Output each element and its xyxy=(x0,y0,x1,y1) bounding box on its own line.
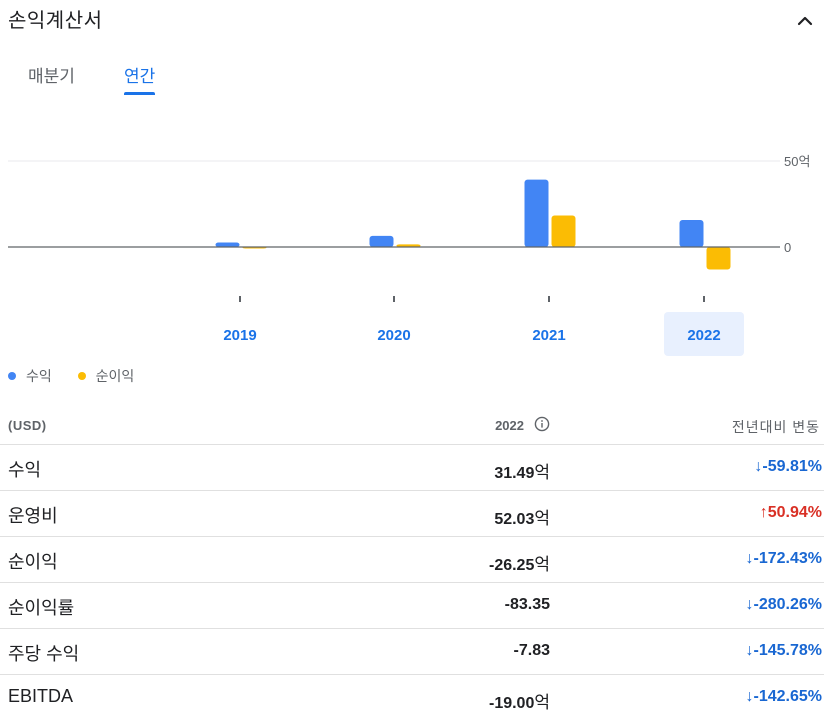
table-header: (USD) 2022 전년대비 변동 xyxy=(0,404,824,445)
row-value-number: -19.00 xyxy=(488,695,535,712)
table-row: 순이익 -26.25억 ↓-172.43% xyxy=(0,537,824,583)
table-row: EBITDA -19.00억 ↓-142.65% xyxy=(0,675,824,720)
currency-header: (USD) xyxy=(8,418,47,433)
row-change: ↓-280.26% xyxy=(746,596,823,614)
x-tick-mark xyxy=(548,296,550,302)
row-change-value: -59.81% xyxy=(762,458,822,475)
row-change-value: -145.78% xyxy=(753,642,823,659)
row-label: 순이익률 xyxy=(8,598,75,618)
info-icon xyxy=(534,416,550,432)
x-tick-label: 2021 xyxy=(532,327,565,344)
bar-net-income xyxy=(706,247,731,270)
y-tick-label: 0 xyxy=(784,240,791,255)
x-tick-label: 2019 xyxy=(223,327,256,344)
legend-dot-net-income xyxy=(77,372,86,380)
row-value-unit: 억 xyxy=(534,693,550,712)
row-change-value: -172.43% xyxy=(753,550,823,567)
row-value-number: -7.83 xyxy=(513,642,550,659)
row-label: EBITDA xyxy=(8,686,74,706)
row-change-value: 50.94% xyxy=(767,504,822,521)
tab-quarterly-label: 매분기 xyxy=(28,67,75,86)
row-change: ↓-172.43% xyxy=(746,550,823,568)
row-value-unit: 억 xyxy=(534,555,550,574)
arrow-down-icon: ↓ xyxy=(745,642,754,659)
bar-net-income xyxy=(551,215,576,247)
row-label: 운영비 xyxy=(8,506,58,526)
x-tick-label: 2020 xyxy=(377,327,410,344)
row-label: 수익 xyxy=(8,460,42,480)
tab-quarterly[interactable]: 매분기 xyxy=(28,62,75,95)
chart-legend: 수익 순이익 xyxy=(8,366,156,386)
arrow-down-icon: ↓ xyxy=(745,596,754,613)
row-value: -83.35 xyxy=(505,596,550,614)
legend-item-net-income: 순이익 xyxy=(77,366,135,386)
row-value-unit: 억 xyxy=(534,509,550,528)
arrow-down-icon: ↓ xyxy=(745,550,754,567)
row-change: ↑50.94% xyxy=(760,504,822,522)
active-tab-indicator xyxy=(124,92,156,95)
tab-annual-label: 연간 xyxy=(124,67,156,86)
row-value: -7.83 xyxy=(514,642,550,660)
row-label: 순이익 xyxy=(8,552,58,572)
income-table: (USD) 2022 전년대비 변동 수익 31.49억 ↓-59.81% 운영… xyxy=(0,404,824,720)
year-header: 2022 xyxy=(495,418,524,433)
row-value: 52.03억 xyxy=(494,504,550,529)
collapse-button[interactable] xyxy=(792,8,818,34)
x-tick-mark xyxy=(703,296,705,302)
bar-revenue xyxy=(215,242,240,247)
tab-annual[interactable]: 연간 xyxy=(124,62,156,95)
chevron-up-icon xyxy=(797,16,813,26)
table-row: 순이익률 -83.35 ↓-280.26% xyxy=(0,583,824,629)
table-row: 수익 31.49억 ↓-59.81% xyxy=(0,445,824,491)
row-value-number: -83.35 xyxy=(504,596,550,613)
x-tick-mark xyxy=(239,296,241,302)
info-button[interactable] xyxy=(534,416,550,432)
row-value: 31.49억 xyxy=(494,458,550,483)
x-tick-mark xyxy=(393,296,395,302)
row-value: -19.00억 xyxy=(489,688,550,713)
row-label: 주당 수익 xyxy=(8,644,80,664)
bar-revenue xyxy=(524,179,549,247)
x-tick-label: 2022 xyxy=(687,327,720,344)
row-change: ↓-59.81% xyxy=(754,458,822,476)
arrow-down-icon: ↓ xyxy=(745,688,754,705)
section-title: 손익계산서 xyxy=(8,10,103,32)
bar-revenue xyxy=(679,219,704,247)
row-change-value: -280.26% xyxy=(753,596,823,613)
legend-dot-revenue xyxy=(8,372,16,380)
arrow-down-icon: ↓ xyxy=(754,458,763,475)
change-header: 전년대비 변동 xyxy=(731,419,820,435)
income-chart: 50억 0 2019 2020 2021 2022 xyxy=(8,154,810,356)
row-value: -26.25억 xyxy=(489,550,550,575)
legend-label-net-income: 순이익 xyxy=(95,368,135,384)
row-change-value: -142.65% xyxy=(753,688,823,705)
section-header: 손익계산서 xyxy=(0,0,824,40)
row-change: ↓-145.78% xyxy=(746,642,823,660)
row-value-number: 31.49 xyxy=(494,465,535,482)
legend-label-revenue: 수익 xyxy=(26,368,52,384)
row-value-unit: 억 xyxy=(534,463,550,482)
row-value-number: 52.03 xyxy=(494,511,535,528)
table-row: 운영비 52.03억 ↑50.94% xyxy=(0,491,824,537)
period-tabs: 매분기 연간 xyxy=(0,56,300,100)
selected-year-highlight xyxy=(664,312,744,356)
bar-revenue xyxy=(369,235,394,247)
arrow-up-icon: ↑ xyxy=(759,504,768,521)
y-tick-label: 50억 xyxy=(784,154,810,169)
row-change: ↓-142.65% xyxy=(746,688,823,706)
table-row: 주당 수익 -7.83 ↓-145.78% xyxy=(0,629,824,675)
legend-item-revenue: 수익 xyxy=(8,366,52,386)
row-value-number: -26.25 xyxy=(488,557,535,574)
